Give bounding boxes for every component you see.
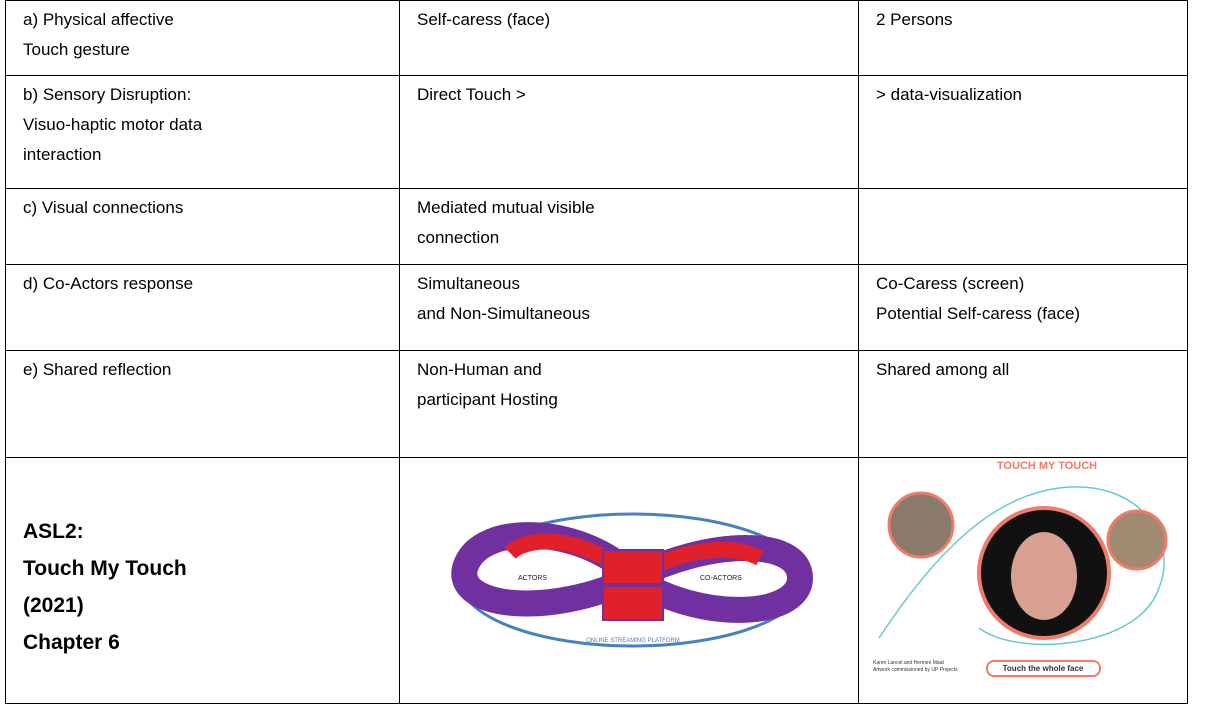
- table-cell: Co-Caress (screen) Potential Self-caress …: [858, 264, 1188, 351]
- table-cell: Shared among all: [858, 350, 1188, 458]
- cell-text: Potential Self-caress (face): [876, 304, 1081, 323]
- cell-text: Co-Caress (screen): [876, 274, 1025, 293]
- artwork-title: TOUCH MY TOUCH: [997, 460, 1097, 472]
- table-cell: d) Co-Actors response: [5, 264, 400, 351]
- video-circle: [1106, 509, 1168, 571]
- artwork-button-label: Touch the whole face: [1003, 664, 1084, 673]
- cell-text: > data-visualization: [876, 85, 1023, 104]
- table-cell: Mediated mutual visible connection: [399, 188, 859, 265]
- table-cell: Simultaneous and Non-Simultaneous: [399, 264, 859, 351]
- cell-text: Non-Human and: [417, 360, 542, 379]
- table-cell: 2 Persons: [858, 0, 1188, 76]
- video-circle: [887, 491, 955, 559]
- table-cell: a) Physical affective Touch gesture: [5, 0, 400, 76]
- table-cell: > data-visualization: [858, 75, 1188, 189]
- table-cell: Direct Touch >: [399, 75, 859, 189]
- cell-text: c) Visual connections: [23, 198, 184, 217]
- cell-text: and Non-Simultaneous: [417, 304, 590, 323]
- cell-text: 2 Persons: [876, 10, 953, 29]
- center-box: [602, 585, 664, 621]
- footer-title: (2021): [23, 594, 84, 617]
- table-cell: e) Shared reflection: [5, 350, 400, 458]
- artwork-cell: TOUCH MY TOUCH Touch the whole face Kare…: [858, 457, 1188, 704]
- cell-text: Simultaneous: [417, 274, 521, 293]
- table-cell: [858, 188, 1188, 265]
- table-cell: Self-caress (face): [399, 0, 859, 76]
- table-cell: c) Visual connections: [5, 188, 400, 265]
- cell-text: interaction: [23, 145, 102, 164]
- center-box: [602, 549, 664, 585]
- diagram-label: ONLINE STREAMING PLATFORM: [586, 638, 680, 644]
- diagram: ACTORS CO-ACTORS ONLINE STREAMING PLATFO…: [451, 512, 814, 648]
- cell-text: Mediated mutual visible: [417, 198, 595, 217]
- artwork-credit: Artwork commissioned by UP Projects: [873, 667, 958, 673]
- artwork-button: [986, 660, 1101, 677]
- artwork: TOUCH MY TOUCH Touch the whole face Kare…: [873, 460, 1168, 677]
- cell-text: Visuo-haptic motor data: [23, 115, 203, 134]
- artwork-credit: Karen Lancel and Hermen Maat: [873, 660, 944, 666]
- footer-title: Touch My Touch: [23, 557, 187, 580]
- face: [1011, 532, 1077, 620]
- footer-title: ASL2:: [23, 520, 84, 543]
- footer-title: Chapter 6: [23, 631, 120, 654]
- cell-text: participant Hosting: [417, 390, 558, 409]
- diagram-label: CO-ACTORS: [700, 575, 742, 582]
- cell-text: e) Shared reflection: [23, 360, 172, 379]
- cell-text: Direct Touch >: [417, 85, 526, 104]
- diagram-label: ACTORS: [518, 575, 547, 582]
- table-cell: b) Sensory Disruption: Visuo-haptic motor…: [5, 75, 400, 189]
- cell-text: Shared among all: [876, 360, 1010, 379]
- cell-text: b) Sensory Disruption:: [23, 85, 192, 104]
- table-cell: Non-Human and participant Hosting: [399, 350, 859, 458]
- cell-text: connection: [417, 228, 500, 247]
- diagram-cell: ACTORS CO-ACTORS ONLINE STREAMING PLATFO…: [399, 457, 859, 704]
- cell-text: a) Physical affective: [23, 10, 174, 29]
- cell-text: d) Co-Actors response: [23, 274, 194, 293]
- footer-title-cell: ASL2: Touch My Touch (2021) Chapter 6: [5, 457, 400, 704]
- cell-text: Self-caress (face): [417, 10, 551, 29]
- cell-text: Touch gesture: [23, 40, 130, 59]
